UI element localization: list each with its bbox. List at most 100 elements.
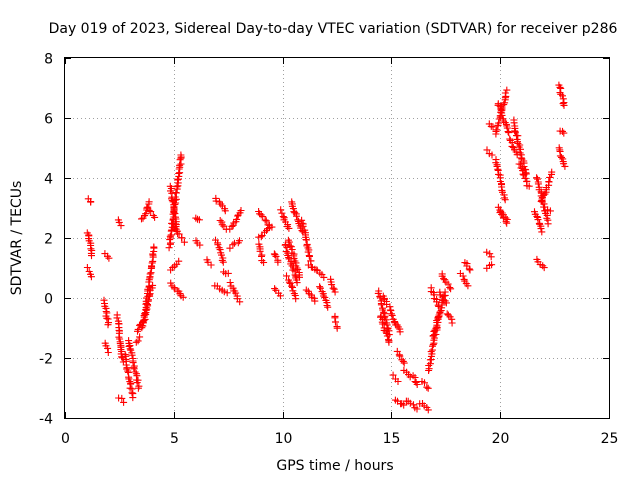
- data-point: [546, 207, 554, 215]
- data-point: [421, 379, 428, 387]
- data-point: [510, 119, 518, 127]
- data-point: [118, 354, 126, 362]
- data-point: [299, 222, 307, 230]
- data-point: [545, 178, 553, 185]
- data-point: [274, 258, 282, 266]
- data-point: [561, 162, 569, 170]
- data-point: [333, 324, 341, 332]
- data-point: [427, 348, 435, 356]
- data-point: [503, 86, 511, 94]
- data-point: [104, 321, 112, 329]
- data-point: [175, 257, 183, 265]
- data-point: [118, 394, 126, 402]
- data-point: [538, 228, 546, 236]
- data-point: [559, 100, 567, 108]
- data-point: [400, 359, 408, 367]
- data-point: [538, 197, 546, 205]
- data-point: [525, 182, 533, 190]
- data-point: [283, 272, 290, 280]
- data-point: [169, 220, 177, 228]
- data-point: [506, 135, 514, 143]
- data-point: [383, 332, 391, 340]
- data-point: [272, 252, 280, 260]
- data-point: [410, 401, 417, 409]
- data-point: [406, 373, 414, 381]
- data-point: [429, 342, 436, 350]
- data-point: [399, 357, 407, 365]
- data-point: [444, 280, 452, 288]
- data-point: [511, 127, 519, 135]
- data-point: [376, 294, 384, 302]
- data-point: [533, 213, 541, 220]
- data-point: [220, 288, 228, 296]
- data-point: [256, 247, 264, 255]
- data-point: [262, 217, 270, 225]
- data-point: [294, 266, 302, 274]
- data-point: [546, 173, 554, 181]
- data-point: [276, 292, 284, 300]
- data-point: [488, 151, 496, 159]
- data-point: [195, 216, 203, 224]
- data-point: [146, 291, 153, 299]
- x-tick-label: 10: [275, 431, 293, 447]
- data-point: [170, 209, 178, 216]
- data-point: [306, 252, 313, 260]
- data-point: [216, 217, 224, 224]
- data-point: [440, 292, 448, 300]
- data-point: [293, 279, 301, 287]
- data-point: [446, 284, 454, 291]
- data-point: [261, 216, 269, 224]
- y-axis-label: SDTVAR / TECUs: [9, 181, 25, 296]
- data-point: [533, 174, 541, 182]
- data-point: [304, 248, 312, 256]
- data-point: [380, 308, 388, 316]
- data-point: [442, 299, 450, 307]
- data-point: [212, 197, 220, 205]
- data-point: [501, 89, 509, 97]
- y-tick-label: 2: [44, 232, 53, 248]
- data-point: [465, 265, 473, 273]
- grid-lines: [65, 58, 609, 418]
- data-point: [134, 337, 142, 345]
- data-point: [413, 405, 421, 413]
- data-point: [324, 303, 332, 311]
- data-point: [166, 232, 174, 240]
- data-point: [103, 314, 111, 322]
- data-point: [171, 210, 179, 218]
- data-point: [486, 250, 494, 258]
- y-tick-label: 8: [44, 52, 53, 68]
- data-point: [146, 270, 154, 278]
- data-point: [311, 297, 319, 305]
- data-point: [423, 383, 431, 391]
- data-point: [124, 367, 132, 375]
- data-point: [331, 288, 339, 296]
- data-point: [121, 351, 129, 359]
- x-tick-labels: 0 5 10 15 20 25: [61, 431, 618, 447]
- data-point: [433, 298, 441, 306]
- data-point: [214, 241, 222, 249]
- data-point: [320, 292, 327, 300]
- data-point: [128, 389, 136, 397]
- data-point: [320, 273, 328, 281]
- data-point: [466, 266, 474, 274]
- data-point: [257, 211, 265, 219]
- data-point: [143, 305, 151, 313]
- data-point: [503, 219, 511, 227]
- data-point: [226, 279, 234, 286]
- data-point: [502, 214, 510, 222]
- data-point: [285, 254, 293, 262]
- data-point: [501, 99, 509, 107]
- data-point: [128, 351, 136, 359]
- data-point: [387, 307, 395, 315]
- data-point: [221, 207, 229, 215]
- data-point: [145, 296, 152, 304]
- data-points: [83, 81, 569, 414]
- x-tick-label: 5: [170, 431, 179, 447]
- data-point: [374, 289, 382, 297]
- data-point: [170, 224, 178, 232]
- data-point: [332, 318, 339, 326]
- data-point: [503, 124, 511, 132]
- data-point: [443, 310, 451, 318]
- data-point: [129, 394, 137, 402]
- y-tick-label: -4: [39, 412, 53, 428]
